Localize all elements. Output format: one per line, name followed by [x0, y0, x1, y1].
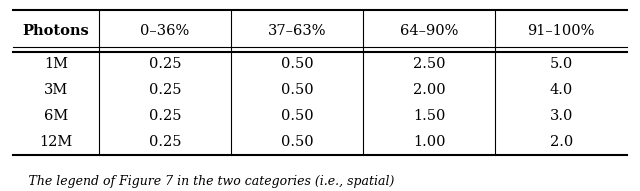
Text: 0.50: 0.50 — [281, 109, 313, 123]
Text: 4.0: 4.0 — [550, 83, 573, 97]
Text: 0.25: 0.25 — [148, 57, 181, 71]
Text: 3M: 3M — [44, 83, 68, 97]
Text: 37–63%: 37–63% — [268, 23, 326, 38]
Text: 1.00: 1.00 — [413, 135, 445, 149]
Text: 2.50: 2.50 — [413, 57, 445, 71]
Text: 12M: 12M — [39, 135, 72, 149]
Text: 1.50: 1.50 — [413, 109, 445, 123]
Text: The legend of Figure 7 in the two categories (i.e., spatial): The legend of Figure 7 in the two catego… — [16, 175, 394, 188]
Text: 0.50: 0.50 — [281, 83, 313, 97]
Text: Photons: Photons — [22, 23, 89, 38]
Text: 0.50: 0.50 — [281, 135, 313, 149]
Text: 91–100%: 91–100% — [527, 23, 595, 38]
Text: 0.25: 0.25 — [148, 135, 181, 149]
Text: 0.50: 0.50 — [281, 57, 313, 71]
Text: 0.25: 0.25 — [148, 109, 181, 123]
Text: 6M: 6M — [44, 109, 68, 123]
Text: 0.25: 0.25 — [148, 83, 181, 97]
Text: 5.0: 5.0 — [550, 57, 573, 71]
Text: 2.00: 2.00 — [413, 83, 445, 97]
Text: 64–90%: 64–90% — [400, 23, 458, 38]
Text: 0–36%: 0–36% — [140, 23, 189, 38]
Text: 1M: 1M — [44, 57, 68, 71]
Text: 2.0: 2.0 — [550, 135, 573, 149]
Text: 3.0: 3.0 — [550, 109, 573, 123]
